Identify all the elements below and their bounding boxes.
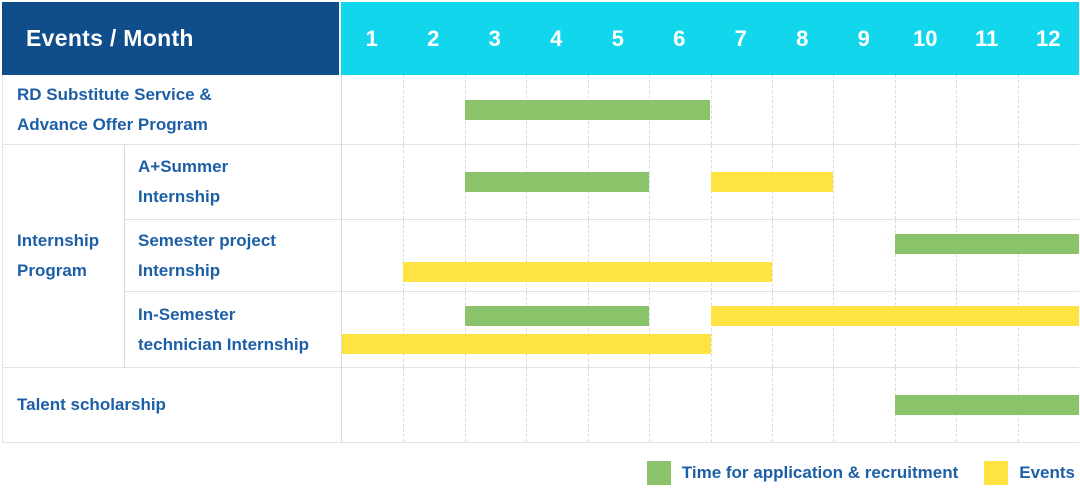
month-header-cell: 1 <box>365 25 378 51</box>
month-gridline <box>894 75 896 144</box>
legend-item-application-recruitment: Time for application & recruitment <box>646 461 959 485</box>
month-gridline <box>894 220 896 291</box>
month-gridline <box>710 368 712 442</box>
month-gridline <box>956 292 958 367</box>
month-gridline <box>771 75 773 144</box>
month-gridline <box>1017 75 1019 144</box>
month-gridline <box>894 292 896 367</box>
gantt-bar-yellow <box>403 262 772 282</box>
timeline-row-talent-scholarship <box>341 368 1079 443</box>
month-gridline <box>710 292 712 367</box>
month-gridline <box>771 368 773 442</box>
timeline-row-semester-project-internship <box>341 220 1079 292</box>
month-header-cell: 4 <box>550 25 563 51</box>
row-label-semester-project-internship: Semester project Internship <box>125 220 341 292</box>
month-gridline <box>771 220 773 291</box>
gantt-bar-green <box>894 395 1079 415</box>
month-gridline <box>710 220 712 291</box>
gantt-bar-green <box>894 234 1079 254</box>
legend-label-events: Events <box>1019 463 1075 482</box>
group-label-internship-program: Internship Program <box>2 145 125 368</box>
legend-swatch-yellow <box>984 461 1009 485</box>
month-gridline <box>833 368 835 442</box>
legend-item-events: Events <box>984 461 1075 485</box>
month-gridline <box>403 220 405 291</box>
month-gridline <box>464 220 466 291</box>
month-gridline <box>464 368 466 442</box>
month-gridline <box>403 368 405 442</box>
month-header-cell: 2 <box>427 25 440 51</box>
month-gridline <box>587 220 589 291</box>
row-label-talent-scholarship: Talent scholarship <box>2 368 341 443</box>
month-gridline <box>587 292 589 367</box>
month-gridline <box>403 145 405 219</box>
gantt-bar-green <box>464 306 650 326</box>
month-gridline <box>526 220 528 291</box>
month-gridline <box>649 145 651 219</box>
row-label-rd-substitute: RD Substitute Service & Advance Offer Pr… <box>2 75 341 145</box>
month-gridline <box>956 145 958 219</box>
timeline-row-in-semester-technician-internship <box>341 292 1079 368</box>
legend-label-application-recruitment: Time for application & recruitment <box>681 463 959 482</box>
legend: Time for application & recruitment Event… <box>646 457 1075 489</box>
gantt-bar-yellow <box>710 172 834 192</box>
gantt-bar-yellow <box>710 306 1079 326</box>
month-header-cell: 3 <box>488 25 501 51</box>
month-header-cell: 10 <box>913 25 938 51</box>
gantt-bar-yellow <box>342 334 711 354</box>
month-gridline <box>1017 292 1019 367</box>
month-header-cell: 12 <box>1036 25 1061 51</box>
month-gridline <box>1017 145 1019 219</box>
month-gridline <box>833 220 835 291</box>
month-gridline <box>403 75 405 144</box>
month-gridline <box>587 368 589 442</box>
legend-swatch-green <box>646 461 671 485</box>
month-gridline <box>833 75 835 144</box>
month-gridline <box>771 292 773 367</box>
month-header-cell: 6 <box>673 25 686 51</box>
month-gridline <box>833 145 835 219</box>
gantt-bar-green <box>464 99 711 120</box>
timeline-row-a-summer-internship <box>341 145 1079 220</box>
month-gridline <box>894 145 896 219</box>
month-gridline <box>649 220 651 291</box>
month-gridline <box>710 75 712 144</box>
events-month-title: Events / Month <box>26 25 194 51</box>
month-gridline <box>649 368 651 442</box>
month-gridline <box>1017 220 1019 291</box>
gantt-bar-green <box>464 172 650 192</box>
month-gridline <box>956 75 958 144</box>
month-header-cell: 11 <box>975 25 999 51</box>
month-header-cell: 5 <box>611 25 624 51</box>
schedule-table: Events / Month 1 2 3 4 5 6 7 8 9 10 11 1… <box>2 2 1079 443</box>
month-gridline <box>526 292 528 367</box>
month-gridline <box>464 292 466 367</box>
row-label-a-summer-internship: A+Summer Internship <box>125 145 341 220</box>
month-gridline <box>956 220 958 291</box>
month-gridline <box>403 292 405 367</box>
month-header-cell: 7 <box>734 25 747 51</box>
timeline-row-rd-substitute <box>341 75 1079 145</box>
month-gridline <box>649 292 651 367</box>
month-header-cell: 8 <box>796 25 809 51</box>
row-label-in-semester-technician-internship: In-Semester technician Internship <box>125 292 341 368</box>
month-header-cell: 9 <box>857 25 870 51</box>
events-month-header: Events / Month <box>2 2 341 75</box>
month-gridline <box>526 368 528 442</box>
month-gridline <box>833 292 835 367</box>
month-header-row: 1 2 3 4 5 6 7 8 9 10 11 12 <box>341 2 1079 75</box>
